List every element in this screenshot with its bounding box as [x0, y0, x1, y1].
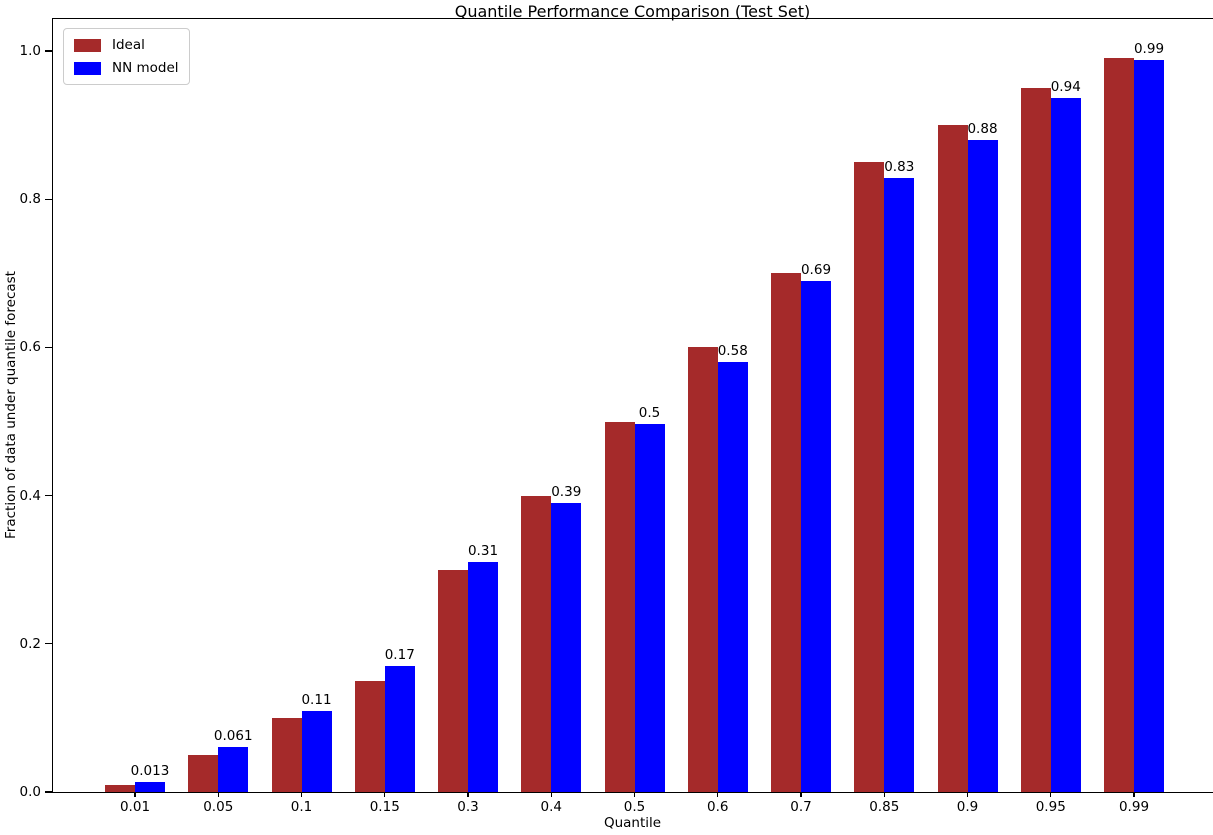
x-tick-label: 0.01 [119, 799, 151, 815]
x-tick-label: 0.5 [623, 799, 646, 815]
x-tick-mark [966, 792, 969, 797]
bar-value-label: 0.11 [301, 691, 332, 708]
bar-value-label: 0.58 [717, 343, 748, 360]
bar-value-label: 0.94 [1050, 78, 1081, 95]
bar-ideal [604, 421, 635, 792]
x-tick-mark [633, 792, 636, 797]
x-tick-mark [217, 792, 219, 797]
y-tick-label: 0.0 [19, 784, 41, 800]
x-tick-label: 0.9 [956, 799, 979, 815]
x-tick-mark [800, 792, 802, 797]
bar-value-label: 0.69 [800, 261, 832, 278]
bar-ideal [521, 495, 552, 792]
x-tick-mark [1050, 792, 1052, 797]
bar-ideal [438, 569, 468, 792]
x-tick-mark [883, 792, 885, 797]
x-tick-label: 0.95 [1035, 799, 1066, 815]
bar-value-label: 0.013 [130, 763, 170, 780]
bar-value-label: 0.5 [638, 404, 661, 421]
legend-label-ideal: Ideal [112, 37, 145, 53]
x-tick-label: 0.85 [869, 799, 900, 815]
bar-nn-model [218, 746, 249, 792]
bar-ideal [854, 162, 885, 792]
legend-swatch-ideal-icon [74, 38, 101, 52]
bar-nn-model [634, 423, 665, 792]
bar-value-label: 0.83 [884, 158, 915, 175]
bar-ideal [687, 347, 718, 792]
legend-swatch-nn-model-icon [74, 61, 101, 75]
x-axis-label: Quantile [603, 815, 662, 831]
bar-ideal [771, 273, 801, 792]
bar-value-label: 0.88 [967, 120, 998, 137]
legend-label-nn-model: NN model [112, 60, 179, 76]
x-tick-label: 0.3 [457, 799, 479, 815]
bar-nn-model [884, 177, 915, 792]
bar-value-label: 0.31 [467, 543, 499, 560]
bar-nn-model [967, 139, 998, 792]
bar-ideal [937, 125, 968, 792]
y-tick-mark [45, 495, 53, 497]
x-tick-label: 0.4 [540, 799, 562, 815]
y-tick-mark [45, 50, 53, 52]
y-tick-label: 0.8 [19, 191, 41, 208]
y-tick-mark [45, 643, 53, 645]
bar-nn-model [1134, 59, 1164, 792]
y-tick-label: 0.4 [19, 487, 41, 504]
bar-ideal [105, 784, 135, 792]
bar-ideal [1020, 88, 1051, 792]
bar-nn-model [135, 782, 165, 792]
x-tick-label: 0.7 [790, 799, 812, 815]
bar-nn-model [717, 362, 748, 792]
bar-ideal [188, 754, 219, 792]
bar-value-label: 0.39 [551, 484, 582, 501]
bar-nn-model [468, 562, 498, 792]
x-tick-label: 0.1 [290, 799, 313, 815]
bar-nn-model [1050, 97, 1081, 792]
y-tick-mark [45, 791, 53, 793]
bar-value-label: 0.17 [384, 647, 415, 664]
y-tick-label: 1.0 [19, 43, 41, 59]
bar-nn-model [301, 710, 332, 792]
y-tick-mark [45, 346, 53, 348]
y-tick-label: 0.2 [19, 635, 41, 652]
x-tick-label: 0.6 [707, 799, 729, 815]
legend-item-ideal: Ideal [74, 37, 179, 53]
bar-value-label: 0.99 [1133, 40, 1165, 57]
x-tick-mark [384, 792, 386, 797]
bar-ideal [1104, 58, 1134, 792]
bar-nn-model [801, 280, 831, 792]
plot-area: Ideal NN model 0.0 0.2 0.4 0.6 0.8 1.0 0.013 0.… [20, 18, 1213, 815]
legend: Ideal NN model [63, 28, 190, 85]
chart-title: Quantile Performance Comparison (Test Se… [454, 2, 811, 21]
x-tick-mark [134, 792, 136, 797]
x-tick-label: 0.15 [369, 799, 400, 815]
legend-item-nn-model: NN model [74, 60, 179, 76]
y-axis-label: Fraction of data under quantile forecast [3, 271, 19, 539]
bar-ideal [354, 680, 385, 792]
x-tick-label: 0.05 [203, 799, 234, 815]
x-tick-mark [550, 792, 552, 797]
x-tick-mark [300, 792, 303, 797]
bar-nn-model [384, 666, 415, 792]
x-tick-mark [467, 792, 469, 797]
y-tick-mark [45, 198, 53, 200]
bar-nn-model [551, 503, 582, 792]
x-tick-label: 0.99 [1118, 799, 1150, 815]
bar-value-label: 0.061 [213, 727, 253, 744]
bar-ideal [271, 717, 302, 792]
x-tick-mark [717, 792, 719, 797]
x-tick-mark [1133, 792, 1135, 797]
y-tick-label: 0.6 [19, 339, 41, 356]
